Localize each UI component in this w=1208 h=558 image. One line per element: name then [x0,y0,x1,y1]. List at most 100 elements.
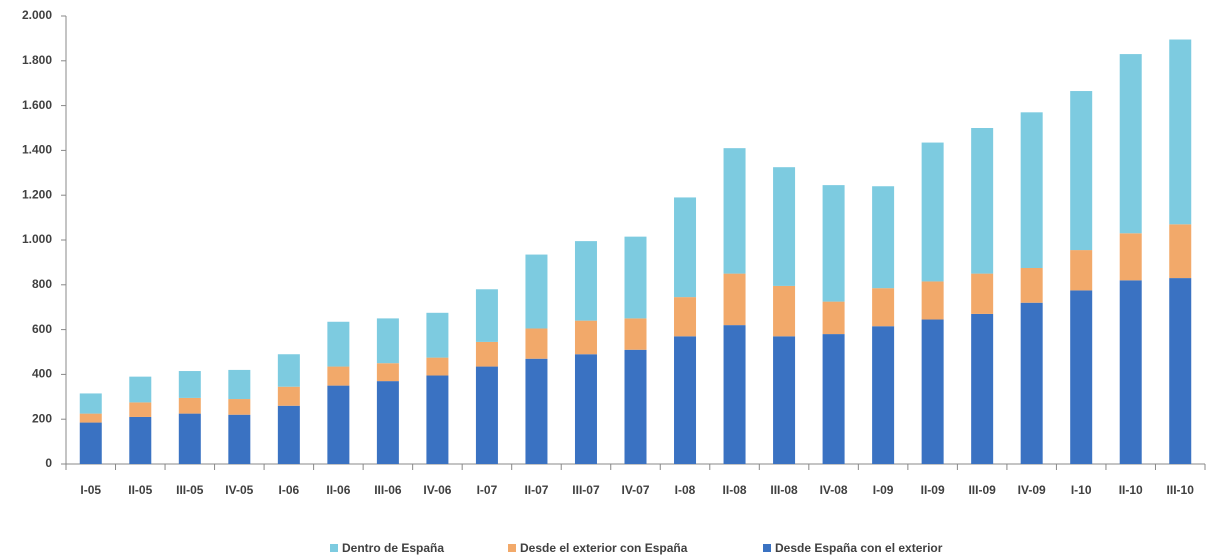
bar-segment [1169,224,1192,279]
bar-segment [426,312,449,358]
y-tick-label: 1.200 [22,187,52,201]
x-tick-label: II-08 [723,483,747,497]
x-tick-label: IV-08 [820,483,848,497]
y-tick-label: 1.600 [22,98,52,112]
bar-segment [327,385,350,464]
bar-segment [327,366,350,386]
bar-segment [79,393,102,414]
bar-segment [178,397,201,414]
bar-segment [178,371,201,398]
bar-segment [1119,233,1142,281]
x-tick-label: II-07 [524,483,548,497]
bar-segment [426,375,449,464]
bar-segment [872,288,895,327]
x-tick-label: III-05 [176,483,204,497]
y-tick-label: 2.000 [22,8,52,22]
x-tick-label: IV-09 [1018,483,1046,497]
bar-segment [525,358,548,464]
bar-segment [475,289,498,342]
bar-segment [525,254,548,329]
x-tick-label: IV-06 [423,483,451,497]
bar-segment [921,319,944,464]
bar-segment [1169,39,1192,225]
bar-segment [376,381,399,464]
x-tick-label: II-06 [326,483,350,497]
bar-segment [1070,250,1093,291]
bar-segment [872,186,895,289]
bar-segment [277,405,300,464]
bar-segment [574,320,597,355]
bar-segment [426,357,449,376]
bar-segment [1020,112,1043,268]
bar-segment [277,354,300,387]
bar-segment [79,422,102,464]
bar-segment [129,402,152,417]
bar-segment [475,366,498,464]
x-tick-label: II-09 [921,483,945,497]
bar-segment [525,328,548,359]
bar-segment [1169,278,1192,464]
bar-segment [1020,268,1043,303]
bar-segment [376,363,399,382]
x-tick-label: III-08 [770,483,798,497]
bar-segment [376,318,399,364]
bar-segment [1119,280,1142,464]
y-tick-label: 0 [45,456,52,470]
x-tick-label: II-05 [128,483,152,497]
bar-segment [624,349,647,464]
bar-segment [773,285,796,337]
bar-segment [1119,54,1142,234]
bar-segment [475,341,498,367]
bar-segment [624,318,647,350]
x-tick-label: IV-07 [621,483,649,497]
y-tick-label: 600 [32,322,52,336]
legend-label: Desde España con el exterior [775,541,943,555]
bar-segment [822,301,845,335]
bar-segment [178,413,201,464]
bar-segment [277,386,300,406]
x-tick-label: I-05 [80,483,101,497]
y-tick-label: 800 [32,277,52,291]
bar-segment [723,148,746,274]
bar-segment [921,142,944,282]
bar-segment [872,326,895,464]
x-tick-label: II-10 [1119,483,1143,497]
bar-segment [1070,290,1093,464]
bar-segment [723,325,746,464]
bar-segment [574,354,597,464]
bar-segment [574,241,597,321]
bar-segment [921,281,944,320]
bar-segment [1070,91,1093,251]
bar-segment [773,167,796,286]
x-tick-label: III-06 [374,483,402,497]
bar-segment [129,416,152,464]
bar-segment [1020,302,1043,464]
x-tick-label: IV-05 [225,483,253,497]
legend-swatch [508,544,516,552]
y-tick-label: 200 [32,411,52,425]
bar-segment [971,273,994,314]
x-tick-label: I-08 [675,483,696,497]
bar-segment [971,128,994,274]
legend-label: Dentro de España [342,541,444,555]
x-tick-label: I-09 [873,483,894,497]
x-tick-label: III-10 [1167,483,1195,497]
legend-label: Desde el exterior con España [520,541,688,555]
bar-segment [971,313,994,464]
bar-segment [624,236,647,319]
x-tick-label: III-07 [572,483,600,497]
bar-segment [79,413,102,423]
bar-segment [674,297,697,337]
bar-segment [674,336,697,464]
bar-segment [327,321,350,367]
bar-segment [773,336,796,464]
bar-segment [723,273,746,326]
legend-swatch [763,544,771,552]
bar-segment [129,376,152,403]
x-tick-label: I-10 [1071,483,1092,497]
x-tick-label: I-07 [477,483,498,497]
x-tick-label: III-09 [968,483,996,497]
bar-segment [228,369,251,400]
y-tick-label: 400 [32,367,52,381]
